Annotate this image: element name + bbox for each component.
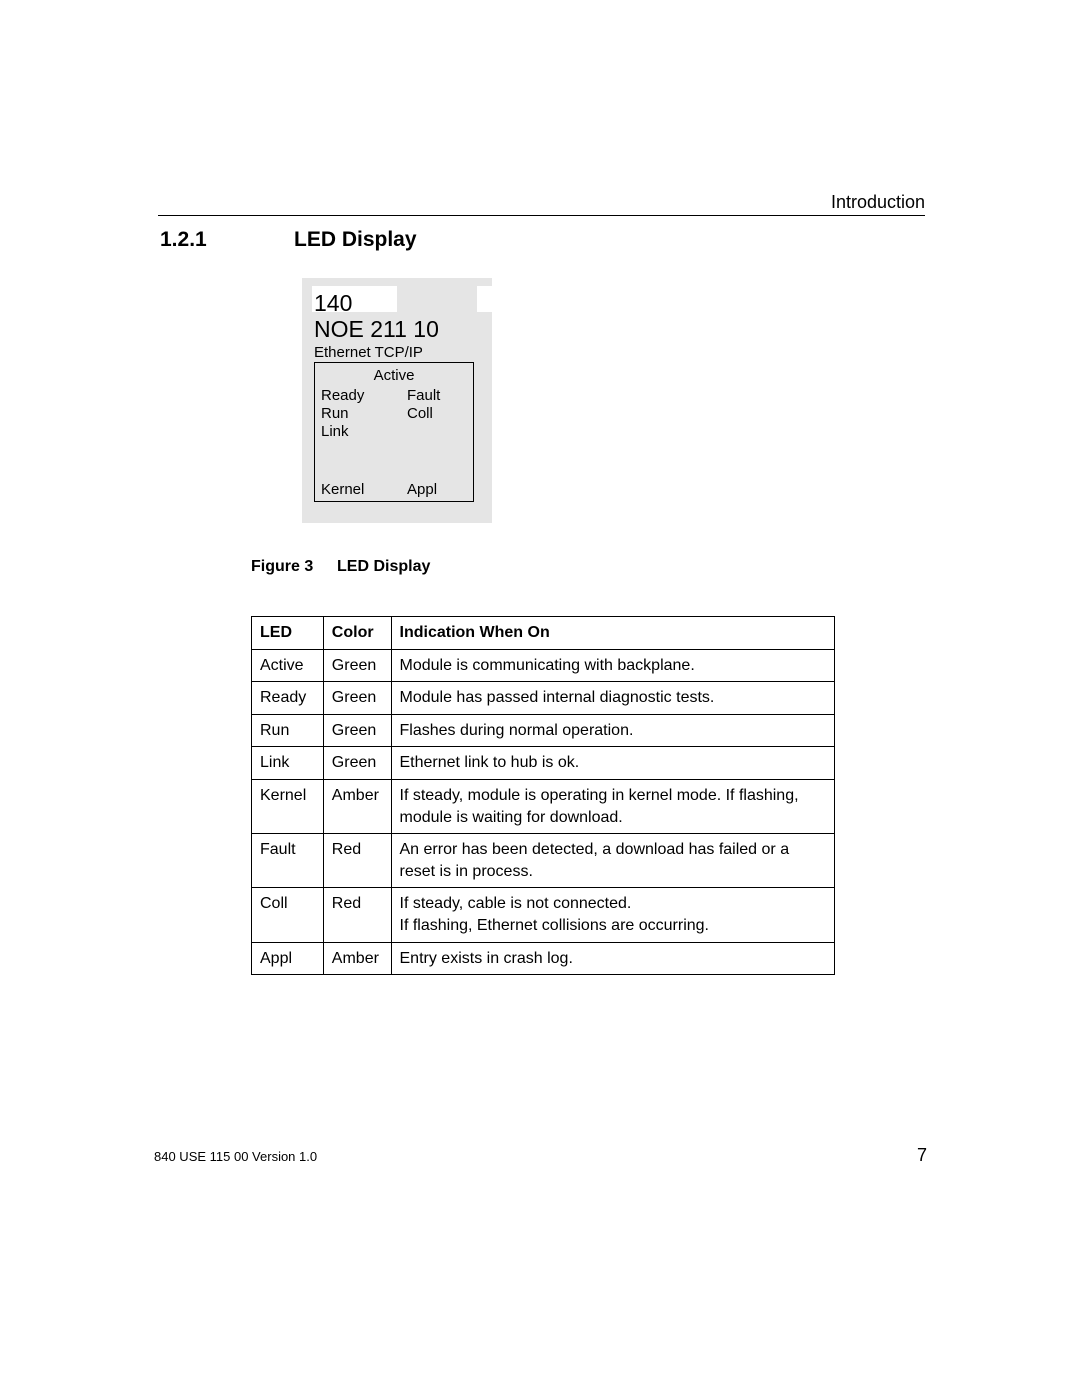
footer-page-number: 7 <box>917 1145 927 1166</box>
led-fault-label: Fault <box>407 387 440 404</box>
module-line2: NOE 211 10 <box>314 316 439 343</box>
cell-ind: Entry exists in crash log. <box>391 942 835 975</box>
th-led: LED <box>252 617 324 650</box>
th-color: Color <box>323 617 391 650</box>
module-diagram: 140 NOE 211 10 Ethernet TCP/IP Active Re… <box>302 278 492 523</box>
cell-color: Red <box>323 888 391 942</box>
cell-ind: Module has passed internal diagnostic te… <box>391 682 835 715</box>
header-rule <box>158 215 925 216</box>
led-panel: Active Ready Fault Run Coll Link Kernel … <box>314 362 474 502</box>
cell-color: Green <box>323 649 391 682</box>
cell-led: Active <box>252 649 324 682</box>
cell-ind: If steady, cable is not connected. If fl… <box>391 888 835 942</box>
module-top-highlight-right <box>477 286 492 312</box>
cell-led: Run <box>252 714 324 747</box>
cell-ind: Flashes during normal operation. <box>391 714 835 747</box>
led-table: LED Color Indication When On Active Gree… <box>251 616 835 975</box>
led-run-label: Run <box>321 405 349 422</box>
table-row: Fault Red An error has been detected, a … <box>252 834 835 888</box>
table-row: Link Green Ethernet link to hub is ok. <box>252 747 835 780</box>
cell-led: Kernel <box>252 779 324 833</box>
module-line1: 140 <box>314 290 352 317</box>
module-subtitle: Ethernet TCP/IP <box>314 344 423 361</box>
cell-led: Fault <box>252 834 324 888</box>
led-coll-label: Coll <box>407 405 433 422</box>
figure-title: LED Display <box>337 558 430 576</box>
table-row: Appl Amber Entry exists in crash log. <box>252 942 835 975</box>
cell-color: Green <box>323 714 391 747</box>
cell-ind: If steady, module is operating in kernel… <box>391 779 835 833</box>
cell-ind: Module is communicating with backplane. <box>391 649 835 682</box>
cell-color: Green <box>323 747 391 780</box>
table-row: Active Green Module is communicating wit… <box>252 649 835 682</box>
section-title: LED Display <box>294 228 417 252</box>
led-link-label: Link <box>321 423 349 440</box>
cell-led: Link <box>252 747 324 780</box>
led-appl-label: Appl <box>407 481 437 498</box>
table-row: Coll Red If steady, cable is not connect… <box>252 888 835 942</box>
running-title: Introduction <box>831 192 925 213</box>
cell-color: Red <box>323 834 391 888</box>
figure-label: Figure 3 <box>251 558 313 576</box>
footer-doc-id: 840 USE 115 00 Version 1.0 <box>154 1149 317 1164</box>
led-active-label: Active <box>315 367 473 384</box>
led-ready-label: Ready <box>321 387 364 404</box>
table-row: Ready Green Module has passed internal d… <box>252 682 835 715</box>
cell-color: Amber <box>323 779 391 833</box>
section-number: 1.2.1 <box>160 228 207 252</box>
cell-color: Green <box>323 682 391 715</box>
table-row: Run Green Flashes during normal operatio… <box>252 714 835 747</box>
page: Introduction 1.2.1 LED Display 140 NOE 2… <box>0 0 1080 1397</box>
th-indication: Indication When On <box>391 617 835 650</box>
table-row: Kernel Amber If steady, module is operat… <box>252 779 835 833</box>
cell-color: Amber <box>323 942 391 975</box>
cell-led: Ready <box>252 682 324 715</box>
table-header-row: LED Color Indication When On <box>252 617 835 650</box>
cell-led: Appl <box>252 942 324 975</box>
cell-ind: An error has been detected, a download h… <box>391 834 835 888</box>
cell-led: Coll <box>252 888 324 942</box>
led-kernel-label: Kernel <box>321 481 364 498</box>
cell-ind: Ethernet link to hub is ok. <box>391 747 835 780</box>
